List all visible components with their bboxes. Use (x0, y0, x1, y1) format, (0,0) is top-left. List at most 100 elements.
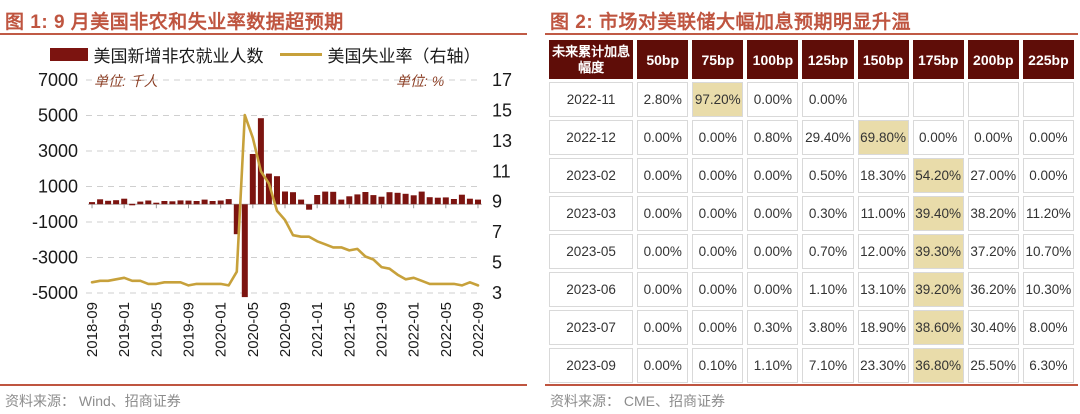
probability-cell: 27.00% (967, 158, 1019, 194)
left-axis-tick: 3000 (38, 141, 78, 161)
figure2-title: 图 2: 市场对美联储大幅加息预期明显升温 (550, 12, 911, 33)
row-label: 2023-02 (549, 158, 634, 194)
bar-swatch-icon (49, 48, 88, 61)
payroll-bar (161, 201, 168, 205)
payroll-bar (442, 197, 449, 205)
probability-cell: 0.00% (692, 158, 744, 194)
right-axis-tick: 13 (492, 131, 512, 151)
payroll-bar (233, 204, 240, 235)
probability-cell: 0.00% (692, 234, 744, 270)
payroll-bar (282, 191, 288, 205)
payroll-bar (265, 173, 272, 205)
row-label: 2023-03 (549, 196, 634, 232)
right-axis-tick: 9 (492, 192, 502, 212)
column-header-cumulative-hike: 未来累计加息幅度 (549, 40, 634, 80)
probability-cell: 37.20% (967, 234, 1019, 270)
x-axis-tick: 2021-05 (341, 302, 358, 357)
payroll-bar (201, 199, 208, 205)
right-axis-tick: 17 (492, 70, 512, 90)
row-label: 2023-06 (549, 272, 634, 308)
column-header-150bp: 150bp (857, 40, 909, 80)
probability-cell: 0.00% (692, 120, 744, 156)
probability-cell: 0.00% (637, 310, 689, 346)
x-axis-tick: 2021-01 (309, 302, 326, 357)
probability-cell: 10.70% (1022, 234, 1074, 270)
payroll-bar (394, 192, 401, 205)
probability-cell: 10.30% (1022, 272, 1074, 308)
x-axis-tick: 2021-09 (374, 302, 391, 357)
x-axis-tick: 2019-09 (181, 302, 198, 357)
probability-cell (912, 82, 964, 118)
probability-cell: 0.00% (637, 234, 689, 270)
x-axis-tick: 2018-09 (84, 302, 101, 357)
x-axis-tick: 2022-05 (438, 302, 455, 357)
payroll-bar (458, 194, 465, 205)
right-axis-tick: 11 (492, 161, 511, 181)
probability-cell: 11.00% (857, 196, 909, 232)
x-axis-tick: 2020-01 (213, 302, 230, 357)
column-header-100bp: 100bp (747, 40, 799, 80)
left-axis-tick: -1000 (32, 212, 78, 232)
left-axis-unit-label: 单位: 千人 (94, 73, 158, 89)
probability-cell: 0.00% (692, 310, 744, 346)
probability-cell (967, 82, 1019, 118)
payroll-bar (113, 200, 120, 205)
probability-cell: 0.00% (637, 158, 689, 194)
table-row: 2023-02 0.00% 0.00% 0.00% 0.50% 18.30% 54.20% 2… (549, 158, 1074, 194)
payroll-bar (105, 200, 112, 205)
figure1-title: 图 1: 9 月美国非农和失业率数据超预期 (5, 12, 344, 33)
probability-cell: 0.00% (637, 348, 689, 384)
payroll-bar (314, 195, 321, 205)
probability-cell: 0.00% (967, 120, 1019, 156)
payroll-bar (121, 198, 128, 205)
left-axis-tick: 5000 (38, 106, 78, 126)
probability-cell: 29.40% (802, 120, 854, 156)
row-label: 2023-07 (549, 310, 634, 346)
left-axis-tick: -3000 (32, 248, 78, 268)
probability-cell: 0.00% (692, 272, 744, 308)
left-axis-tick: 1000 (38, 177, 78, 197)
payroll-bar (89, 202, 95, 205)
row-label: 2022-11 (549, 82, 634, 118)
rate-hike-probability-table: 未来累计加息幅度 50bp 75bp 100bp 125bp 150bp 175bp 200b… (545, 37, 1078, 386)
probability-cell: 0.00% (1022, 158, 1074, 194)
figure1-title-rule (0, 33, 527, 35)
x-axis-tick: 2022-01 (406, 302, 423, 357)
payroll-bar (145, 200, 152, 205)
column-header-50bp: 50bp (637, 40, 689, 80)
probability-cell: 6.30% (1022, 348, 1074, 384)
table-row: 2023-07 0.00% 0.00% 0.30% 3.80% 18.90% 38.60% 3… (549, 310, 1074, 346)
column-header-175bp: 175bp (912, 40, 964, 80)
probability-cell: 7.10% (802, 348, 854, 384)
table-row: 2023-06 0.00% 0.00% 0.00% 1.10% 13.10% 39.20% 3… (549, 272, 1074, 308)
column-header-75bp: 75bp (692, 40, 744, 80)
nonfarm-unemployment-chart: 7000 5000 3000 1000 -1000 -3000 -5000 17 15 13 11 9… (0, 62, 540, 382)
probability-cell-highlighted: 39.20% (912, 272, 964, 308)
x-axis-tick: 2019-05 (148, 302, 165, 357)
payroll-bar (370, 195, 377, 205)
payroll-bar (418, 191, 425, 205)
payroll-bar (153, 202, 160, 205)
figure2-title-rule (545, 33, 1078, 35)
column-header-200bp: 200bp (967, 40, 1019, 80)
probability-cell: 25.50% (967, 348, 1019, 384)
table-row: 2023-03 0.00% 0.00% 0.00% 0.30% 11.00% 39.40% 3… (549, 196, 1074, 232)
payroll-bar (225, 199, 232, 205)
probability-cell: 30.40% (967, 310, 1019, 346)
payroll-bar (209, 201, 216, 205)
figure1-panel: 图 1: 9 月美国非农和失业率数据超预期 美国新增非农就业人数 美国失业率（右… (0, 12, 540, 409)
figure1-legend: 美国新增非农就业人数 美国失业率（右轴） (30, 42, 500, 67)
probability-cell: 3.80% (802, 310, 854, 346)
payroll-bar (338, 199, 345, 205)
probability-cell: 0.00% (747, 82, 799, 118)
payroll-bar (193, 201, 200, 205)
figure2-panel: 图 2: 市场对美联储大幅加息预期明显升温 未来累计加息幅度 50bp 75bp 10… (545, 0, 1078, 414)
probability-cell: 18.90% (857, 310, 909, 346)
payroll-bar (426, 197, 433, 205)
payroll-bar (217, 200, 224, 205)
unemployment-line (90, 113, 480, 287)
right-axis-tick: 5 (492, 253, 502, 273)
payroll-bar (362, 192, 369, 205)
payroll-bar (322, 191, 329, 205)
table-row: 2022-11 2.80% 97.20% 0.00% 0.00% (549, 82, 1074, 118)
